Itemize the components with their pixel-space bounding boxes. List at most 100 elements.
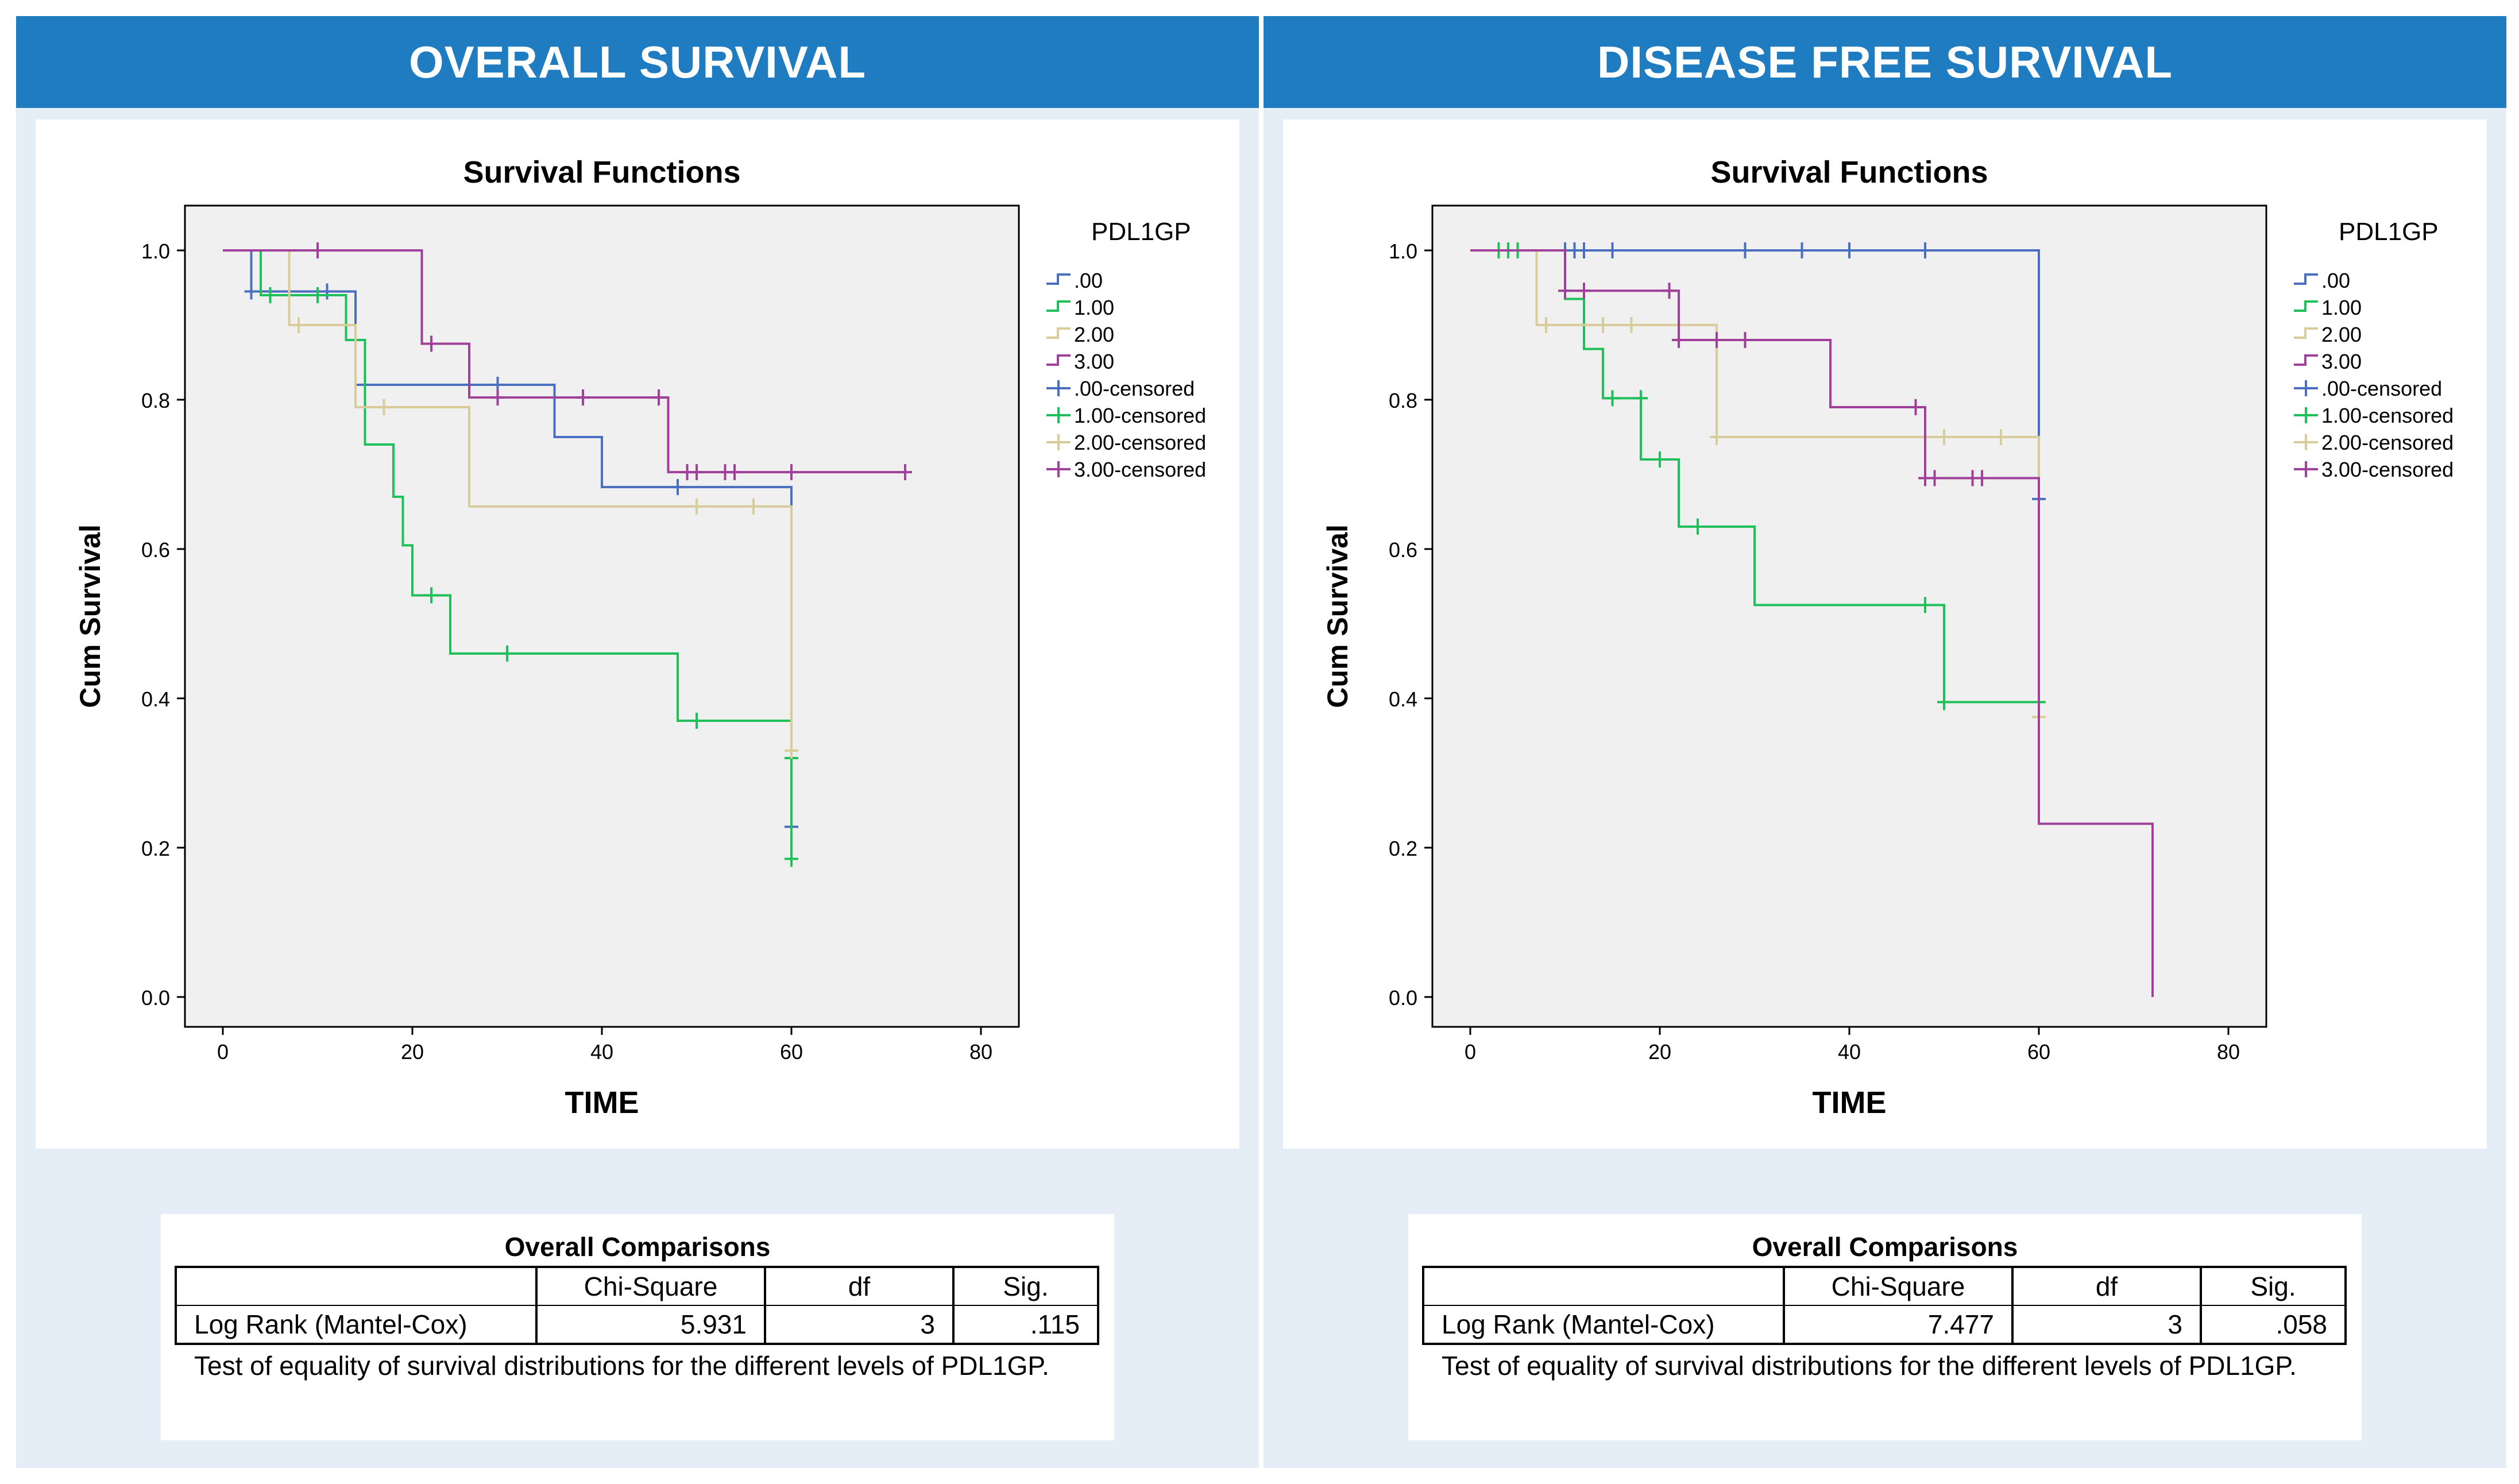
censor-mark-2.00 [1710, 429, 1724, 445]
legend-label: 2.00-censored [1074, 431, 1206, 454]
header-cell-chi-square: Chi-Square [535, 1266, 766, 1306]
censor-mark-.00 [244, 283, 258, 300]
legend-line-symbol [1046, 327, 1071, 339]
legend-item: 1.00-censored [1046, 404, 1206, 427]
x-tick-label: 40 [590, 1040, 613, 1064]
sig-value: .058 [2200, 1305, 2347, 1345]
legend-label: 1.00-censored [1074, 404, 1206, 427]
y-tick-label: 0.0 [141, 986, 170, 1010]
table-row: Log Rank (Mantel-Cox) 7.477 3 .058 [1422, 1305, 2347, 1345]
censor-mark-2.00 [1596, 317, 1610, 333]
legend-label: .00 [1074, 269, 1103, 292]
overall-comparisons-box: Overall Comparisons Chi-Square df Sig. L… [1408, 1214, 2362, 1440]
censor-mark-3.00 [1672, 332, 1686, 348]
censor-mark-3.00 [1577, 283, 1591, 299]
table-footnote: Test of equality of survival distributio… [194, 1351, 1049, 1381]
table-header-row: Chi-Square df Sig. [1422, 1266, 2347, 1306]
censor-mark-2.00 [690, 498, 704, 515]
survival-chart-container: Survival Functions 0.0 0.2 0.4 0.6 0.8 1.0 0 20 4… [36, 119, 1239, 1149]
censor-mark-3.00 [728, 464, 741, 481]
legend-item: 2.00 [2294, 323, 2362, 346]
series-line-3.00 [223, 249, 905, 474]
legend-item: 2.00 [1046, 323, 1114, 346]
legend-line-symbol [1046, 300, 1071, 312]
legend-label: 3.00 [1074, 350, 1114, 373]
legend-item: 1.00-censored [2294, 404, 2454, 427]
legend-label: 1.00-censored [2321, 404, 2454, 427]
y-axis-label: Cum Survival [74, 524, 106, 708]
header-cell-blank [175, 1266, 537, 1306]
legend-item: 1.00 [1046, 296, 1114, 319]
y-tick-label: 0.6 [1389, 538, 1417, 562]
chart-title: Survival Functions [1710, 155, 1988, 190]
censor-mark-1.00 [1937, 694, 1951, 710]
chi-square-value: 7.477 [1783, 1305, 2014, 1345]
y-tick-label: 0.2 [1389, 837, 1417, 860]
df-value: 3 [2011, 1305, 2202, 1345]
header-cell-sig: Sig. [2200, 1266, 2347, 1306]
x-tick-label: 0 [1465, 1040, 1476, 1064]
legend-line-symbol [2294, 300, 2318, 312]
x-tick-label: 60 [780, 1040, 803, 1064]
x-axis-label: TIME [1813, 1085, 1887, 1120]
legend-line-symbol [2294, 354, 2318, 366]
y-tick-label: 0.0 [1389, 986, 1417, 1010]
header-cell-sig: Sig. [952, 1266, 1099, 1306]
legend-label: 3.00-censored [1074, 458, 1206, 481]
plot-area [1431, 204, 2267, 1028]
censor-mark-1.00 [690, 713, 704, 729]
censor-mark-1.00 [424, 587, 438, 604]
censor-mark-3.00 [1975, 470, 1989, 486]
legend-label: 2.00 [2321, 323, 2362, 346]
y-tick-label: 0.4 [1389, 687, 1417, 711]
x-tick-label: 20 [1648, 1040, 1671, 1064]
legend-label: 2.00 [1074, 323, 1114, 346]
censor-mark-3.00 [576, 389, 590, 406]
x-axis-label: TIME [565, 1085, 639, 1120]
x-tick-label: 20 [401, 1040, 424, 1064]
censor-mark-2.00 [1624, 317, 1639, 333]
panel-header: DISEASE FREE SURVIVAL [1264, 16, 2506, 108]
legend-item: 2.00-censored [1046, 431, 1206, 454]
censor-mark-.00 [320, 283, 334, 300]
legend-item: 2.00-censored [2294, 431, 2454, 454]
censor-mark-2.00 [1994, 429, 2008, 445]
disease-free-survival-panel: DISEASE FREE SURVIVAL Survival Functions… [1264, 16, 2506, 1468]
censor-mark-1.00 [1634, 390, 1648, 407]
comparison-title: Overall Comparisons [1752, 1232, 2018, 1262]
x-tick-label: 0 [217, 1040, 229, 1064]
y-tick-label: 1.0 [1389, 239, 1417, 263]
censor-mark-.00 [1842, 242, 1856, 258]
censor-mark-3.00 [690, 464, 704, 481]
y-tick-label: 0.6 [141, 538, 170, 562]
censor-mark-3.00 [490, 389, 505, 406]
y-tick-label: 1.0 [141, 239, 170, 263]
censor-mark-3.00 [1738, 332, 1752, 348]
censor-mark-.00 [1795, 242, 1809, 258]
censor-mark-1.00 [785, 851, 798, 867]
panel-header: OVERALL SURVIVAL [16, 16, 1259, 108]
censor-mark-3.00 [652, 389, 666, 406]
legend-item: .00 [1046, 269, 1103, 292]
censor-mark-1.00 [1691, 519, 1705, 535]
table-header-row: Chi-Square df Sig. [175, 1266, 1099, 1306]
legend-label: .00-censored [1074, 377, 1195, 400]
legend-label: 3.00-censored [2321, 458, 2454, 481]
censor-mark-3.00 [1558, 283, 1572, 299]
y-tick-label: 0.2 [141, 837, 170, 860]
header-cell-df: df [2011, 1266, 2202, 1306]
censor-mark-2.00 [377, 399, 391, 415]
censor-mark-.00 [1577, 242, 1591, 258]
legend-line-symbol [2294, 327, 2318, 339]
series-line-1.00 [223, 249, 793, 859]
sig-value: .115 [952, 1305, 1099, 1345]
legend-item: 3.00-censored [2294, 458, 2454, 481]
y-tick-label: 0.8 [141, 389, 170, 412]
table-row: Log Rank (Mantel-Cox) 5.931 3 .115 [175, 1305, 1099, 1345]
x-tick-label: 80 [2217, 1040, 2240, 1064]
censor-mark-.00 [671, 479, 685, 496]
legend-line-symbol [2294, 273, 2318, 285]
legend-label: .00 [2321, 269, 2350, 292]
